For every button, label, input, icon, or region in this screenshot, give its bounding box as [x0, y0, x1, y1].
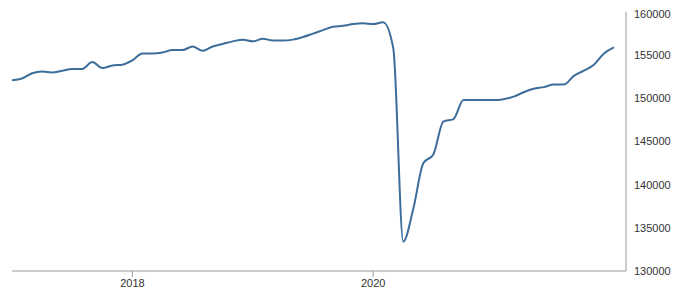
svg-text:2020: 2020	[361, 277, 385, 289]
svg-text:155000: 155000	[634, 49, 671, 61]
svg-text:2018: 2018	[120, 277, 144, 289]
svg-text:135000: 135000	[634, 222, 671, 234]
svg-text:140000: 140000	[634, 179, 671, 191]
svg-text:130000: 130000	[634, 265, 671, 277]
svg-text:150000: 150000	[634, 92, 671, 104]
svg-text:160000: 160000	[634, 8, 671, 20]
svg-text:145000: 145000	[634, 135, 671, 147]
